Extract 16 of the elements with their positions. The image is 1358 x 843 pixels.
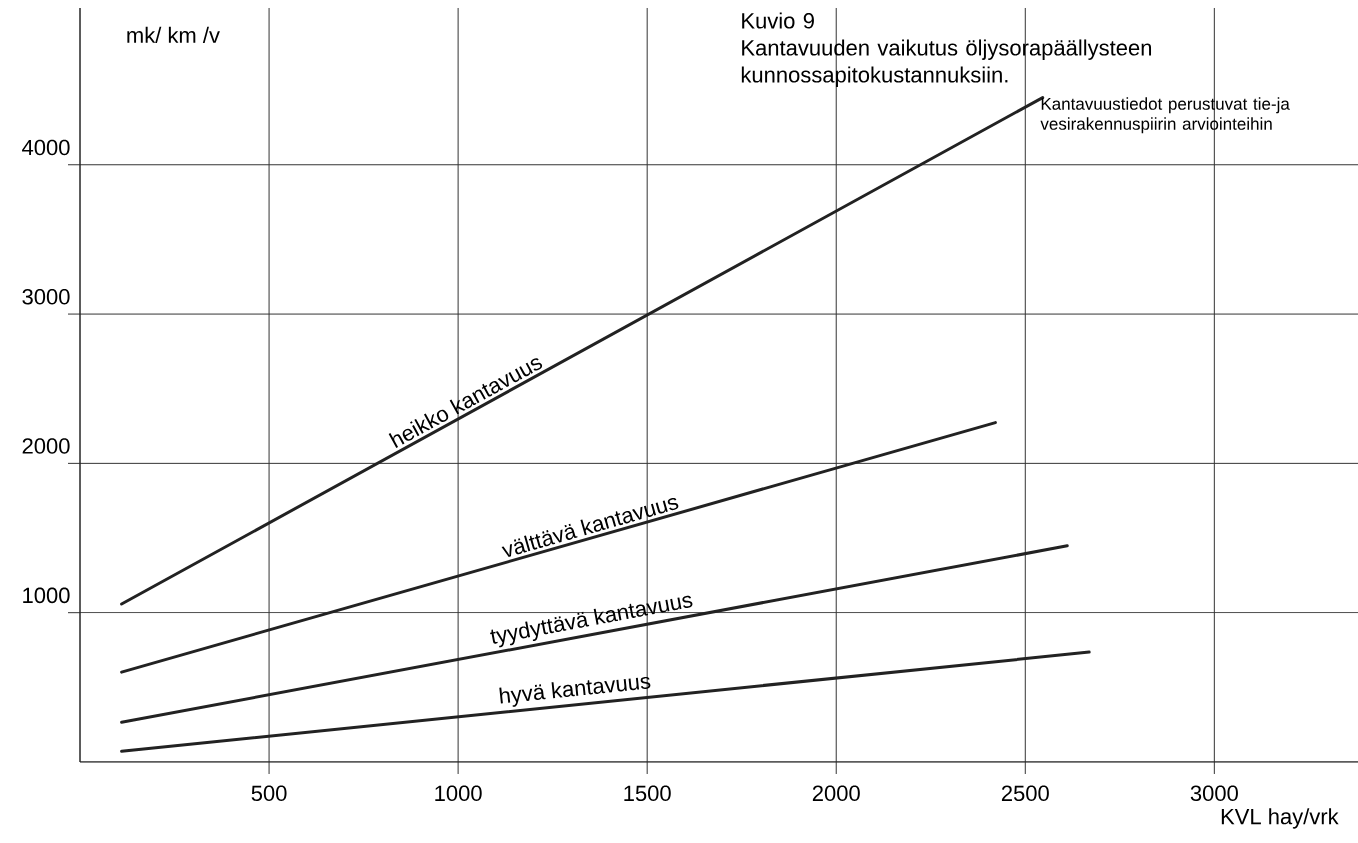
- chart-title: Kuvio 9: [742, 12, 814, 29]
- text: välttävä kantavuus: [501, 497, 679, 557]
- y-axis-title: mk/ km /v: [127, 26, 220, 43]
- x-axis-title: KVL hay/vrk: [1221, 808, 1339, 829]
- y-tick-label: 1000: [23, 587, 70, 604]
- text: hyvä kantavuus: [499, 676, 651, 707]
- x-tick-label: 2000: [812, 785, 860, 802]
- y-tick-label: 2000: [22, 438, 70, 454]
- x-tick-label: 1000: [435, 785, 482, 802]
- text: tyydyttävä kantavuus: [490, 595, 693, 648]
- x-tick-label: 3000: [1190, 785, 1238, 802]
- x-tick-label: 2500: [1001, 785, 1049, 802]
- x-tick-label: 1500: [624, 785, 671, 802]
- y-tick-label: 4000: [22, 139, 70, 156]
- x-tick-label: 500: [251, 785, 287, 802]
- y-tick-label: 3000: [22, 288, 70, 305]
